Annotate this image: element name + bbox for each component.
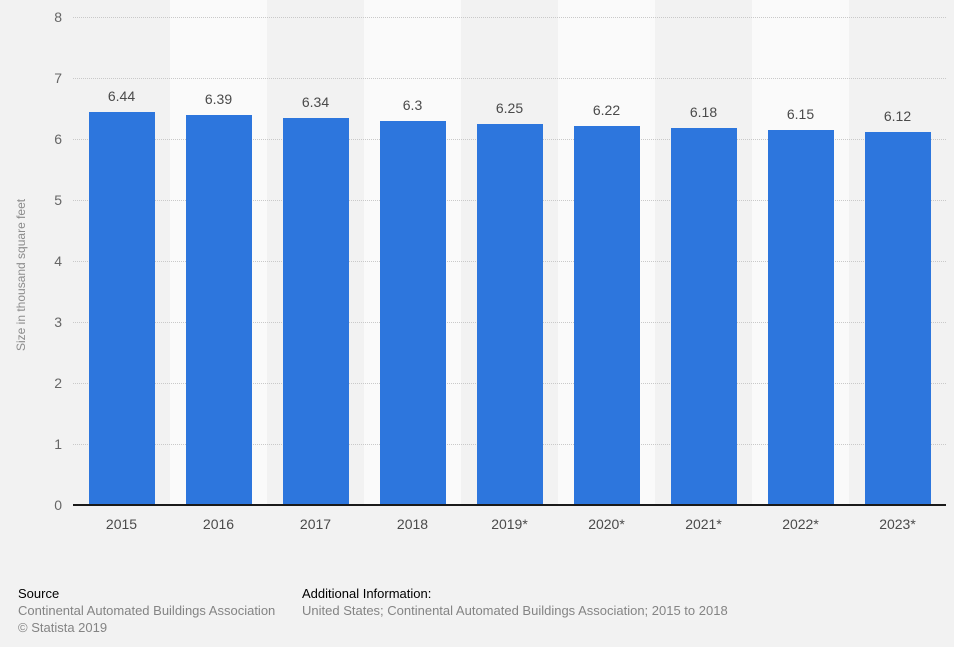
- bar-value-label: 6.44: [107, 88, 136, 105]
- x-axis-label: 2016: [202, 516, 235, 532]
- y-tick-label: 7: [54, 70, 62, 86]
- y-tick-label: 1: [54, 436, 62, 452]
- bar-value-label: 6.22: [592, 101, 621, 118]
- bar-value-label: 6.25: [495, 99, 524, 116]
- bar-value-label: 6.15: [786, 105, 815, 122]
- y-tick-label: 8: [54, 9, 62, 25]
- x-axis-label: 2023*: [879, 516, 916, 532]
- bar-value-label: 6.12: [883, 107, 912, 124]
- source-label: Source: [18, 586, 60, 601]
- source-block: Source Continental Automated Buildings A…: [18, 585, 275, 636]
- bar: [282, 118, 349, 505]
- gridline: [73, 17, 946, 18]
- bar-value-label: 6.39: [204, 91, 233, 108]
- y-tick-label: 6: [54, 131, 62, 147]
- source-value: Continental Automated Buildings Associat…: [18, 603, 276, 618]
- y-tick-label: 3: [54, 314, 62, 330]
- bar-value-label: 6.3: [402, 96, 423, 113]
- y-tick-label: 0: [54, 497, 62, 513]
- x-axis-label: 2015: [105, 516, 138, 532]
- bar: [670, 128, 737, 505]
- copyright-notice: © Statista 2019: [18, 620, 108, 635]
- gridline: [73, 78, 946, 79]
- x-axis-label: 2018: [396, 516, 429, 532]
- additional-info-label: Additional Information:: [302, 586, 432, 601]
- x-axis-label: 2020*: [588, 516, 625, 532]
- bar: [379, 120, 446, 505]
- additional-info-value: United States; Continental Automated Bui…: [302, 603, 728, 618]
- x-axis-label: 2019*: [491, 516, 528, 532]
- bar-value-label: 6.34: [301, 94, 330, 111]
- bar: [573, 125, 640, 505]
- x-axis-line: [73, 504, 946, 506]
- y-tick-label: 2: [54, 375, 62, 391]
- plot-area: 6.44 6.39 6.34 6.3 6.25 6.22 6.18 6.15 6.12: [73, 0, 946, 505]
- bar: [185, 115, 252, 505]
- y-tick-label: 5: [54, 192, 62, 208]
- additional-info-block: Additional Information: United States; C…: [302, 585, 728, 619]
- x-axis-label: 2017: [299, 516, 332, 532]
- bar: [88, 112, 155, 505]
- bar: [476, 123, 543, 505]
- bar: [864, 131, 931, 505]
- x-axis-label: 2022*: [782, 516, 819, 532]
- bar: [767, 129, 834, 505]
- y-tick-label: 4: [54, 253, 62, 269]
- bar-value-label: 6.18: [689, 104, 718, 121]
- x-axis-label: 2021*: [685, 516, 722, 532]
- y-axis-title: Size in thousand square feet: [14, 198, 28, 352]
